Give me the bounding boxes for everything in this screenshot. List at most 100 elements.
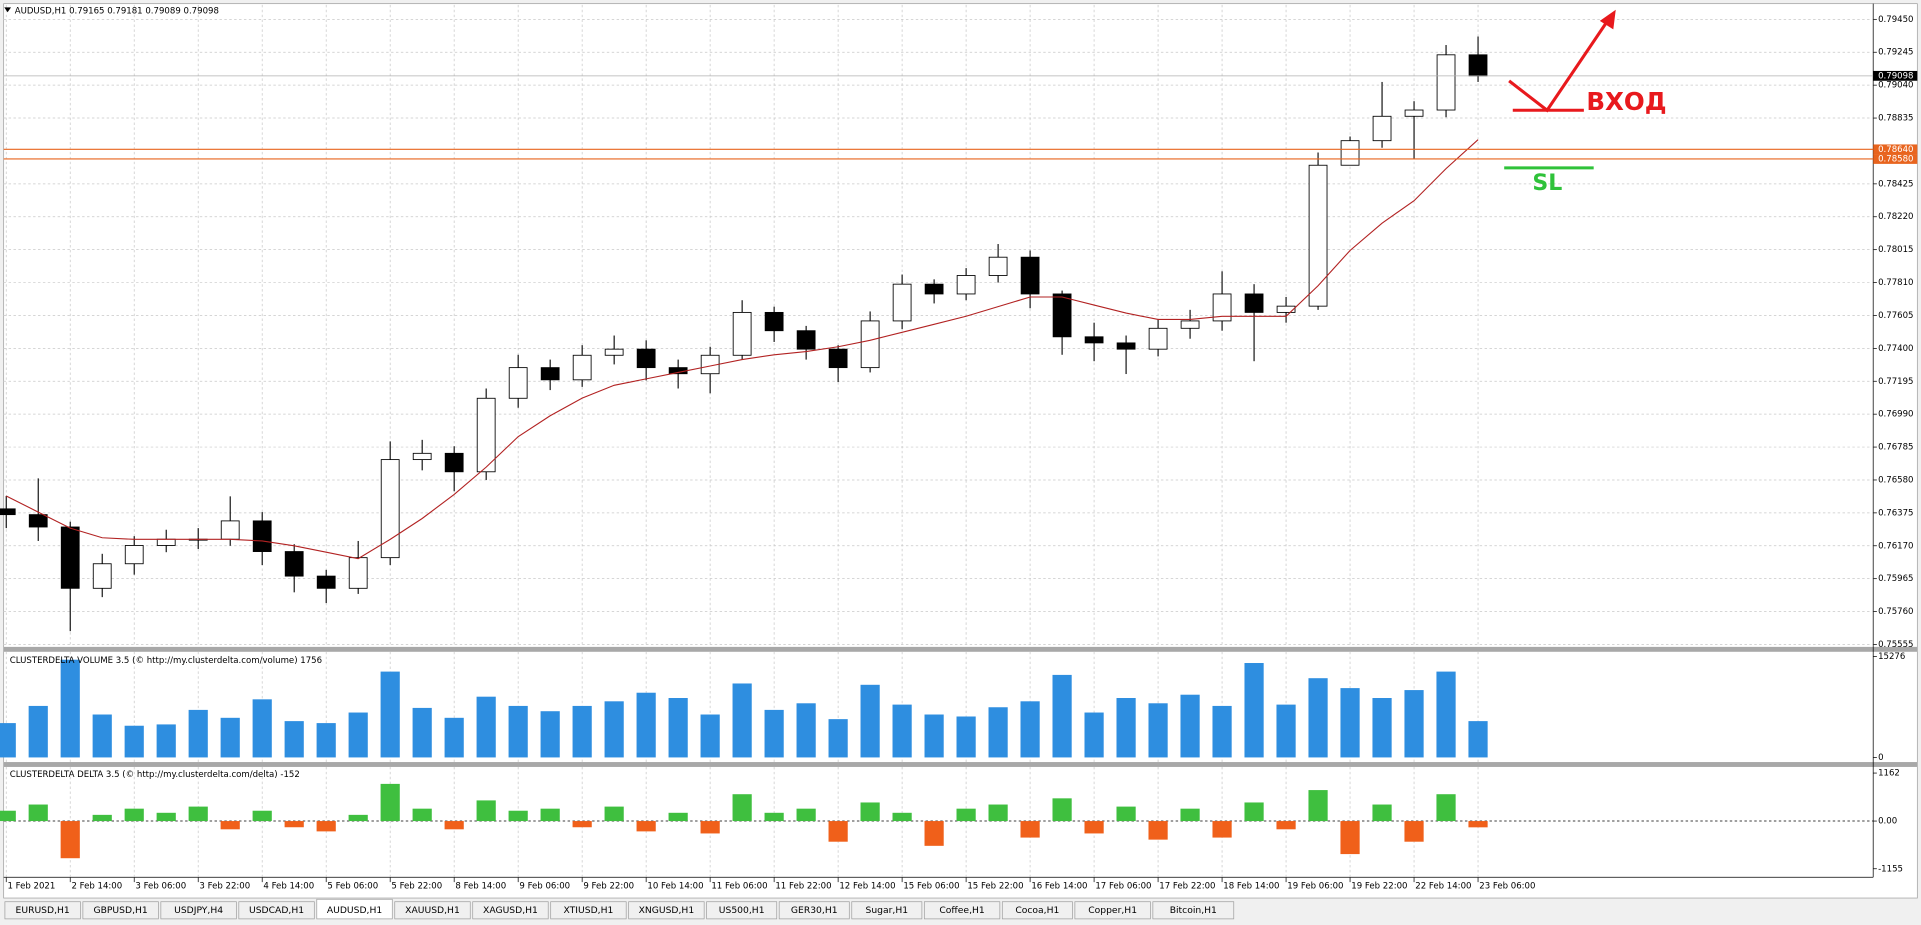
bar (668, 812, 688, 822)
tab-label[interactable]: Copper,H1 (1088, 905, 1137, 916)
y-tick-label: 0.78835 (1878, 114, 1913, 124)
tab-label[interactable]: XAGUSD,H1 (483, 905, 538, 916)
bar (1084, 712, 1104, 758)
active-tab[interactable] (316, 898, 393, 920)
bar (860, 802, 880, 822)
tab-label[interactable]: Bitcoin,H1 (1170, 905, 1217, 916)
bar (732, 794, 752, 822)
tab[interactable] (923, 901, 1001, 920)
entry-arrow (1508, 9, 1616, 113)
bar (92, 814, 112, 822)
tab-label[interactable]: USDJPY,H4 (174, 905, 223, 916)
y-tick-label: 0.78220 (1878, 212, 1913, 222)
tab-label[interactable]: EURUSD,H1 (16, 905, 70, 916)
tab-label[interactable]: Sugar,H1 (866, 905, 909, 916)
candle-body (1180, 320, 1200, 329)
x-tick-label: 18 Feb 14:00 (1223, 881, 1279, 891)
tab[interactable] (394, 901, 471, 920)
tab-label[interactable]: US500,H1 (719, 905, 765, 916)
arrow-head (1599, 9, 1616, 30)
bar (956, 808, 976, 822)
tab[interactable] (4, 901, 81, 920)
bar (284, 721, 304, 758)
tab-label[interactable]: XNGUSD,H1 (639, 905, 695, 916)
candle-body (220, 520, 240, 540)
tab-label[interactable]: AUDUSD,H1 (327, 905, 382, 916)
bar (28, 705, 48, 758)
bar (828, 719, 848, 758)
symbol-tabs: EURUSD,H1 GBPUSD,H1 USDJPY,H4 USDCAD,H1 AUDU… (4, 898, 1235, 920)
bar (1052, 674, 1072, 758)
bar (1116, 698, 1136, 758)
tab-label[interactable]: Coffee,H1 (939, 905, 984, 916)
y-tick-label: 0.76580 (1878, 475, 1913, 485)
bar (444, 821, 464, 830)
tab[interactable] (628, 901, 705, 920)
tab[interactable] (160, 901, 237, 920)
candle-body (540, 367, 560, 381)
tab[interactable] (238, 901, 315, 920)
tab[interactable] (706, 901, 778, 920)
x-tick-label: 16 Feb 14:00 (1031, 881, 1087, 891)
bar (1436, 794, 1456, 822)
y-tick-label: 0 (1878, 753, 1883, 763)
tab[interactable] (1074, 901, 1151, 920)
candle-body (284, 551, 304, 577)
bar (1468, 721, 1488, 758)
bar (476, 696, 496, 758)
bar (1052, 798, 1072, 822)
y-tick-label: 1162 (1878, 769, 1900, 779)
tab[interactable] (472, 901, 549, 920)
bar (252, 810, 272, 822)
candle-body (1148, 327, 1168, 350)
tab-label[interactable]: XAUUSD,H1 (405, 905, 460, 916)
bar (348, 814, 368, 822)
tab-label[interactable]: Cocoa,H1 (1015, 905, 1059, 916)
bar (1404, 821, 1424, 842)
candle-body (444, 452, 464, 473)
bar (924, 714, 944, 758)
tab-label[interactable]: XTIUSD,H1 (564, 905, 614, 916)
tab-label[interactable]: USDCAD,H1 (249, 905, 304, 916)
candle-body (1340, 140, 1360, 166)
tab[interactable] (1001, 901, 1073, 920)
bar (604, 701, 624, 758)
tab[interactable] (82, 901, 159, 920)
y-tick-label: 0.78015 (1878, 245, 1913, 255)
tab-label[interactable]: GER30,H1 (791, 905, 838, 916)
x-tick-label: 3 Feb 22:00 (199, 881, 250, 891)
bar (1404, 690, 1424, 758)
x-tick-label: 8 Feb 14:00 (455, 881, 506, 891)
level-label-bg (1873, 154, 1918, 164)
bar (220, 717, 240, 758)
tab-label[interactable]: GBPUSD,H1 (93, 905, 147, 916)
symbol-menu-icon[interactable] (4, 7, 12, 13)
candle-body (348, 557, 368, 589)
bar (636, 821, 656, 832)
bar (540, 711, 560, 758)
y-tick-label: 0.79245 (1878, 48, 1913, 58)
tab[interactable] (550, 901, 627, 920)
delta-title: CLUSTERDELTA DELTA 3.5 (© http://my.clus… (10, 770, 300, 780)
candle-body (1212, 293, 1232, 322)
x-tick-label: 19 Feb 06:00 (1287, 881, 1343, 891)
bar (1116, 806, 1136, 822)
tab[interactable] (778, 901, 850, 920)
bar (412, 707, 432, 758)
bar (1308, 678, 1328, 758)
y-tick-label: 0.75965 (1878, 574, 1913, 584)
bar (796, 703, 816, 758)
tab[interactable] (851, 901, 923, 920)
bar (1372, 804, 1392, 822)
candle-body (828, 348, 848, 369)
candle-body (252, 520, 272, 552)
bar (476, 800, 496, 822)
bar (700, 714, 720, 758)
panel-separator (3, 762, 1918, 767)
candle-body (1372, 115, 1392, 142)
candle-body (892, 283, 912, 322)
candle-body (1436, 54, 1456, 111)
tab[interactable] (1152, 901, 1235, 920)
candle-body (1052, 293, 1072, 338)
